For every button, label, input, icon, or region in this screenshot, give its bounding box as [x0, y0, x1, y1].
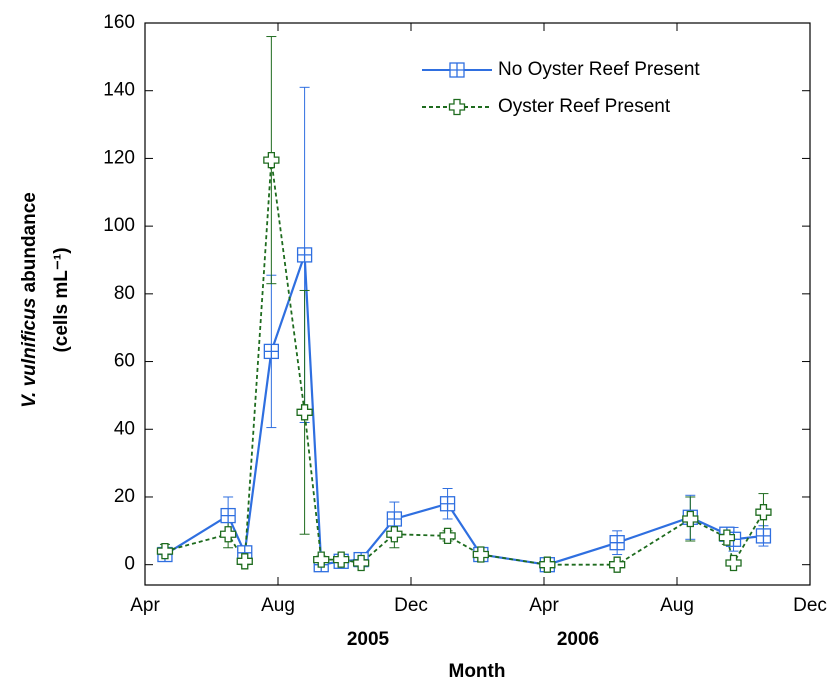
marker-cross — [221, 508, 236, 523]
data-point — [263, 343, 280, 360]
y-tick-label: 60 — [114, 351, 135, 372]
y-tick-label: 100 — [103, 215, 135, 236]
legend-label: Oyster Reef Present — [498, 96, 671, 117]
legend-marker — [448, 98, 466, 116]
y-tick-label: 20 — [114, 486, 135, 507]
data-point — [755, 504, 772, 521]
x-tick-label: Dec — [793, 595, 827, 616]
legend-marker — [449, 62, 465, 78]
data-point — [609, 556, 626, 573]
data-point — [755, 528, 772, 544]
y-tick-label: 0 — [124, 554, 135, 575]
y-label-italic: V. vulnificus — [19, 298, 40, 408]
series-line — [164, 159, 765, 566]
data-point — [313, 551, 330, 568]
x-tick-label: Apr — [529, 595, 559, 616]
y-axis-units: (cells mL⁻¹) — [51, 247, 72, 352]
year-label: 2005 — [347, 629, 390, 650]
y-tick-label: 140 — [103, 80, 135, 101]
marker-cross — [297, 247, 312, 262]
marker-cross — [450, 63, 464, 77]
data-point — [439, 527, 456, 545]
y-axis-label: V. vulnificus abundance — [19, 192, 40, 408]
data-point — [718, 529, 736, 546]
legend-label: No Oyster Reef Present — [498, 59, 700, 80]
y-tick-label: 120 — [103, 147, 135, 168]
y-tick-label: 160 — [103, 12, 135, 33]
y-tick-label: 80 — [114, 283, 135, 304]
data-point — [352, 554, 370, 572]
data-point — [386, 526, 403, 543]
data-point — [236, 553, 253, 570]
x-tick-label: Dec — [394, 595, 428, 616]
data-point — [263, 151, 280, 169]
x-tick-label: Aug — [660, 595, 694, 616]
data-point — [472, 546, 489, 563]
data-point — [220, 507, 236, 524]
marker-cross — [610, 535, 625, 550]
y-tick-label: 40 — [114, 418, 135, 439]
x-tick-label: Apr — [130, 595, 160, 616]
marker-cross — [756, 528, 771, 543]
data-point — [682, 510, 699, 528]
data-point — [296, 247, 313, 263]
data-point — [725, 554, 742, 572]
y-label-rest: abundance — [19, 192, 40, 292]
plot-frame — [144, 22, 811, 586]
data-point — [539, 556, 556, 573]
data-point — [296, 404, 313, 421]
data-point — [386, 511, 403, 527]
x-axis-label: Month — [449, 661, 506, 682]
data-point — [609, 535, 625, 551]
data-point — [219, 526, 237, 543]
marker-cross — [387, 511, 402, 526]
data-point — [333, 551, 350, 568]
x-tick-label: Aug — [261, 595, 295, 616]
year-label: 2006 — [557, 629, 599, 650]
data-point — [439, 496, 456, 512]
series-line — [164, 254, 764, 566]
marker-cross — [440, 496, 455, 511]
data-point — [156, 542, 174, 560]
marker-cross — [264, 344, 279, 359]
